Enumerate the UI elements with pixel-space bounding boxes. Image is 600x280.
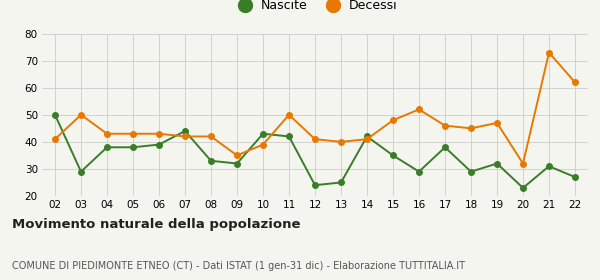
Decessi (364, 137, 371, 141)
Decessi (286, 113, 293, 116)
Nascite (520, 186, 527, 190)
Nascite (77, 170, 85, 173)
Decessi (181, 135, 188, 138)
Decessi (467, 127, 475, 130)
Text: Movimento naturale della popolazione: Movimento naturale della popolazione (12, 218, 301, 231)
Nascite (259, 132, 266, 136)
Decessi (415, 108, 422, 111)
Nascite (442, 146, 449, 149)
Decessi (545, 51, 553, 54)
Text: COMUNE DI PIEDIMONTE ETNEO (CT) - Dati ISTAT (1 gen-31 dic) - Elaborazione TUTTI: COMUNE DI PIEDIMONTE ETNEO (CT) - Dati I… (12, 261, 465, 271)
Nascite (103, 146, 110, 149)
Nascite (467, 170, 475, 173)
Line: Nascite: Nascite (52, 112, 578, 191)
Nascite (493, 162, 500, 165)
Decessi (130, 132, 137, 136)
Nascite (415, 170, 422, 173)
Decessi (155, 132, 163, 136)
Nascite (389, 154, 397, 157)
Nascite (364, 135, 371, 138)
Decessi (493, 121, 500, 125)
Nascite (571, 175, 578, 179)
Nascite (181, 129, 188, 133)
Nascite (337, 181, 344, 184)
Decessi (337, 140, 344, 144)
Decessi (311, 137, 319, 141)
Nascite (52, 113, 59, 116)
Line: Decessi: Decessi (52, 50, 578, 166)
Decessi (103, 132, 110, 136)
Nascite (286, 135, 293, 138)
Nascite (545, 165, 553, 168)
Nascite (233, 162, 241, 165)
Nascite (130, 146, 137, 149)
Decessi (389, 118, 397, 122)
Decessi (259, 143, 266, 146)
Decessi (208, 135, 215, 138)
Decessi (442, 124, 449, 127)
Decessi (571, 81, 578, 84)
Legend: Nascite, Decessi: Nascite, Decessi (227, 0, 403, 17)
Decessi (233, 154, 241, 157)
Decessi (52, 137, 59, 141)
Decessi (77, 113, 85, 116)
Nascite (208, 159, 215, 162)
Nascite (311, 183, 319, 187)
Decessi (520, 162, 527, 165)
Nascite (155, 143, 163, 146)
